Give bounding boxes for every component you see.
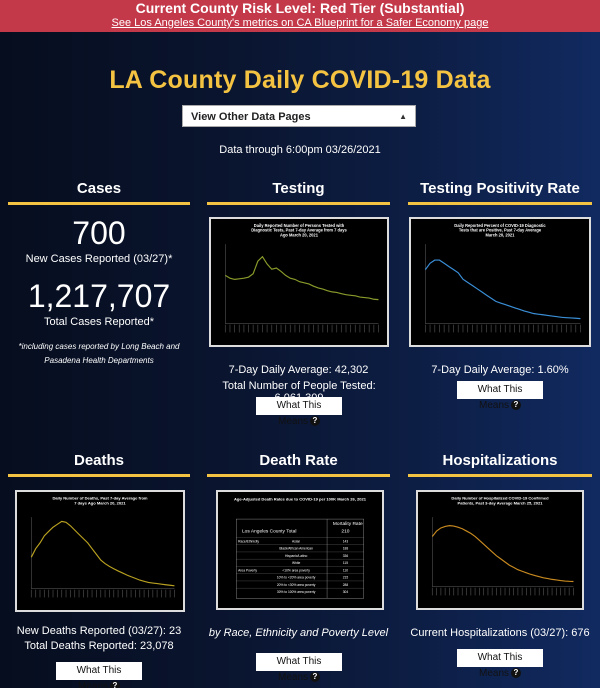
cases-header: Cases	[8, 180, 190, 205]
testing-title: Testing	[272, 180, 325, 197]
risk-banner: Current County Risk Level: Red Tier (Sub…	[0, 0, 600, 32]
table-row-label: <10% area poverty	[282, 568, 310, 572]
table-row-label: 10% to <20% area poverty	[277, 576, 316, 580]
table-row-value: 288	[343, 583, 349, 587]
current-hospitalizations: Current Hospitalizations (03/27): 676	[410, 627, 590, 639]
risk-level-title: Current County Risk Level: Red Tier (Sub…	[135, 0, 465, 16]
question-icon: ?	[310, 416, 320, 427]
hospitalizations-chart: Daily Number of Hospitalized COVID-19 Co…	[416, 490, 584, 610]
series-line	[431, 525, 574, 583]
chart-title-line: March 20, 2021	[486, 232, 516, 237]
positivity-avg: 7-Day Daily Average: 1.60%	[431, 364, 569, 376]
total-cases-count: 1,217,707	[27, 278, 171, 314]
table-row-label: 30% to 100% area poverty	[277, 590, 316, 594]
testing-what-this-means-button[interactable]: What This Means?	[256, 397, 342, 427]
deaths-chart-svg: Daily Number of Deaths, Past 7-day Avera…	[30, 496, 175, 598]
deaths-header: Deaths	[8, 452, 190, 477]
table-row-value: 215	[343, 576, 349, 580]
positivity-rule	[408, 202, 592, 205]
question-icon: ?	[110, 681, 120, 688]
cases-title: Cases	[76, 180, 122, 197]
series-line	[424, 259, 581, 320]
question-icon: ?	[310, 672, 320, 683]
testing-avg: 7-Day Daily Average: 42,302	[228, 364, 369, 376]
testing-button-label: What This Means	[276, 400, 322, 427]
total-deaths: Total Deaths Reported: 23,078	[24, 640, 174, 652]
blueprint-link[interactable]: See Los Angeles County's metrics on CA B…	[111, 17, 489, 29]
cases-footnote: *including cases reported by Long Beach …	[18, 342, 180, 365]
table-group-label: Race/Ethnicity	[238, 539, 259, 543]
series-line	[30, 520, 175, 587]
data-through-date: Data through 6:00pm 03/26/2021	[219, 144, 381, 156]
series-line	[225, 255, 379, 301]
hospitalizations-title: Hospitalizations	[442, 452, 558, 469]
death-rate-rule	[207, 474, 390, 477]
question-icon: ?	[511, 400, 521, 411]
chart-title-line: Ago March 20, 2021	[280, 232, 319, 237]
hospitalizations-button-label: What This Means	[477, 652, 523, 679]
deaths-what-this-means-button[interactable]: What This Means?	[56, 662, 142, 688]
county-total-label: Los Angeles County Total	[242, 529, 296, 535]
question-icon: ?	[511, 668, 521, 679]
hospitalizations-header: Hospitalizations	[408, 452, 592, 477]
data-pages-select[interactable]: View Other Data Pages ▲	[182, 105, 416, 127]
table-row-value: 188	[343, 547, 349, 551]
hospitalizations-chart-svg: Daily Number of Hospitalized COVID-19 Co…	[431, 496, 574, 596]
table-row-value: 304	[343, 590, 349, 594]
new-cases-label: New Cases Reported (03/27)*	[25, 253, 173, 265]
hospitalizations-what-this-means-button[interactable]: What This Means?	[457, 649, 543, 679]
deaths-chart: Daily Number of Deaths, Past 7-day Avera…	[15, 490, 185, 612]
death-rate-table-svg: Age-Adjusted Death Rates due to COVID-19…	[234, 497, 367, 599]
death-rate-title: Death Rate	[259, 452, 338, 469]
chart-title-line: Patients, Past 3-day Average March 25, 2…	[458, 501, 544, 506]
death-rate-table-title: Age-Adjusted Death Rates due to COVID-19…	[234, 497, 367, 502]
table-group-label: Area Poverty	[238, 568, 257, 572]
death-rate-what-this-means-button[interactable]: What This Means?	[256, 653, 342, 683]
select-arrows-icon: ▲	[399, 112, 407, 121]
positivity-title: Testing Positivity Rate	[420, 180, 580, 197]
chart-title-line: Daily Reported Percent of COVID-19 Diagn…	[454, 223, 546, 228]
chart-title-line: Tests that are Positive, Past 7-day Aver…	[459, 228, 542, 233]
page-title: LA County Daily COVID-19 Data	[109, 66, 491, 94]
death-rate-button-label: What This Means	[276, 656, 322, 683]
table-row-value: 143	[343, 539, 349, 543]
death-rate-caption: by Race, Ethnicity and Poverty Level	[208, 627, 389, 639]
testing-chart-svg: Daily Reported Number of Persons Tested …	[224, 223, 379, 333]
county-total-value: 210	[341, 529, 349, 535]
chart-title-line: Daily Number of Deaths, Past 7-day Avera…	[52, 496, 147, 501]
hospitalizations-rule	[408, 474, 592, 477]
chart-title-line: Diagnostic Tests, Past 7-day Average fro…	[251, 228, 347, 233]
positivity-button-label: What This Means	[477, 384, 523, 411]
new-cases-count: 700	[72, 215, 126, 251]
death-rate-table: Age-Adjusted Death Rates due to COVID-19…	[216, 490, 384, 610]
new-deaths: New Deaths Reported (03/27): 23	[16, 625, 182, 637]
total-cases-label: Total Cases Reported*	[43, 316, 155, 328]
positivity-header: Testing Positivity Rate	[408, 180, 592, 205]
death-rate-header: Death Rate	[207, 452, 390, 477]
select-value: View Other Data Pages	[191, 111, 311, 123]
table-row-label: 20% to <30% area poverty	[277, 583, 316, 587]
chart-title-line: 7 days Ago March 20, 2021	[74, 501, 126, 506]
chart-title-line: Daily Reported Number of Persons Tested …	[254, 223, 345, 228]
testing-header: Testing	[207, 180, 390, 205]
table-row-value: 110	[343, 568, 348, 572]
deaths-rule	[8, 474, 190, 477]
deaths-title: Deaths	[73, 452, 125, 469]
table-row-value: 115	[343, 561, 348, 565]
table-row-label: Hispanic/Latino	[285, 554, 308, 558]
positivity-chart-svg: Daily Reported Percent of COVID-19 Diagn…	[424, 223, 581, 333]
table-row-label: Black/African American	[279, 547, 313, 551]
positivity-chart: Daily Reported Percent of COVID-19 Diagn…	[409, 217, 591, 347]
table-row-label: Asian	[292, 539, 300, 543]
testing-rule	[207, 202, 390, 205]
positivity-what-this-means-button[interactable]: What This Means?	[457, 381, 543, 411]
testing-chart: Daily Reported Number of Persons Tested …	[209, 217, 389, 347]
table-row-value: 336	[343, 554, 349, 558]
table-border	[236, 518, 364, 599]
chart-title-line: Daily Number of Hospitalized COVID-19 Co…	[451, 496, 549, 501]
deaths-button-label: What This Means	[76, 665, 122, 688]
table-row-label: White	[292, 561, 301, 565]
mortality-rate-header: Mortality Rate	[333, 521, 363, 527]
cases-rule	[8, 202, 190, 205]
